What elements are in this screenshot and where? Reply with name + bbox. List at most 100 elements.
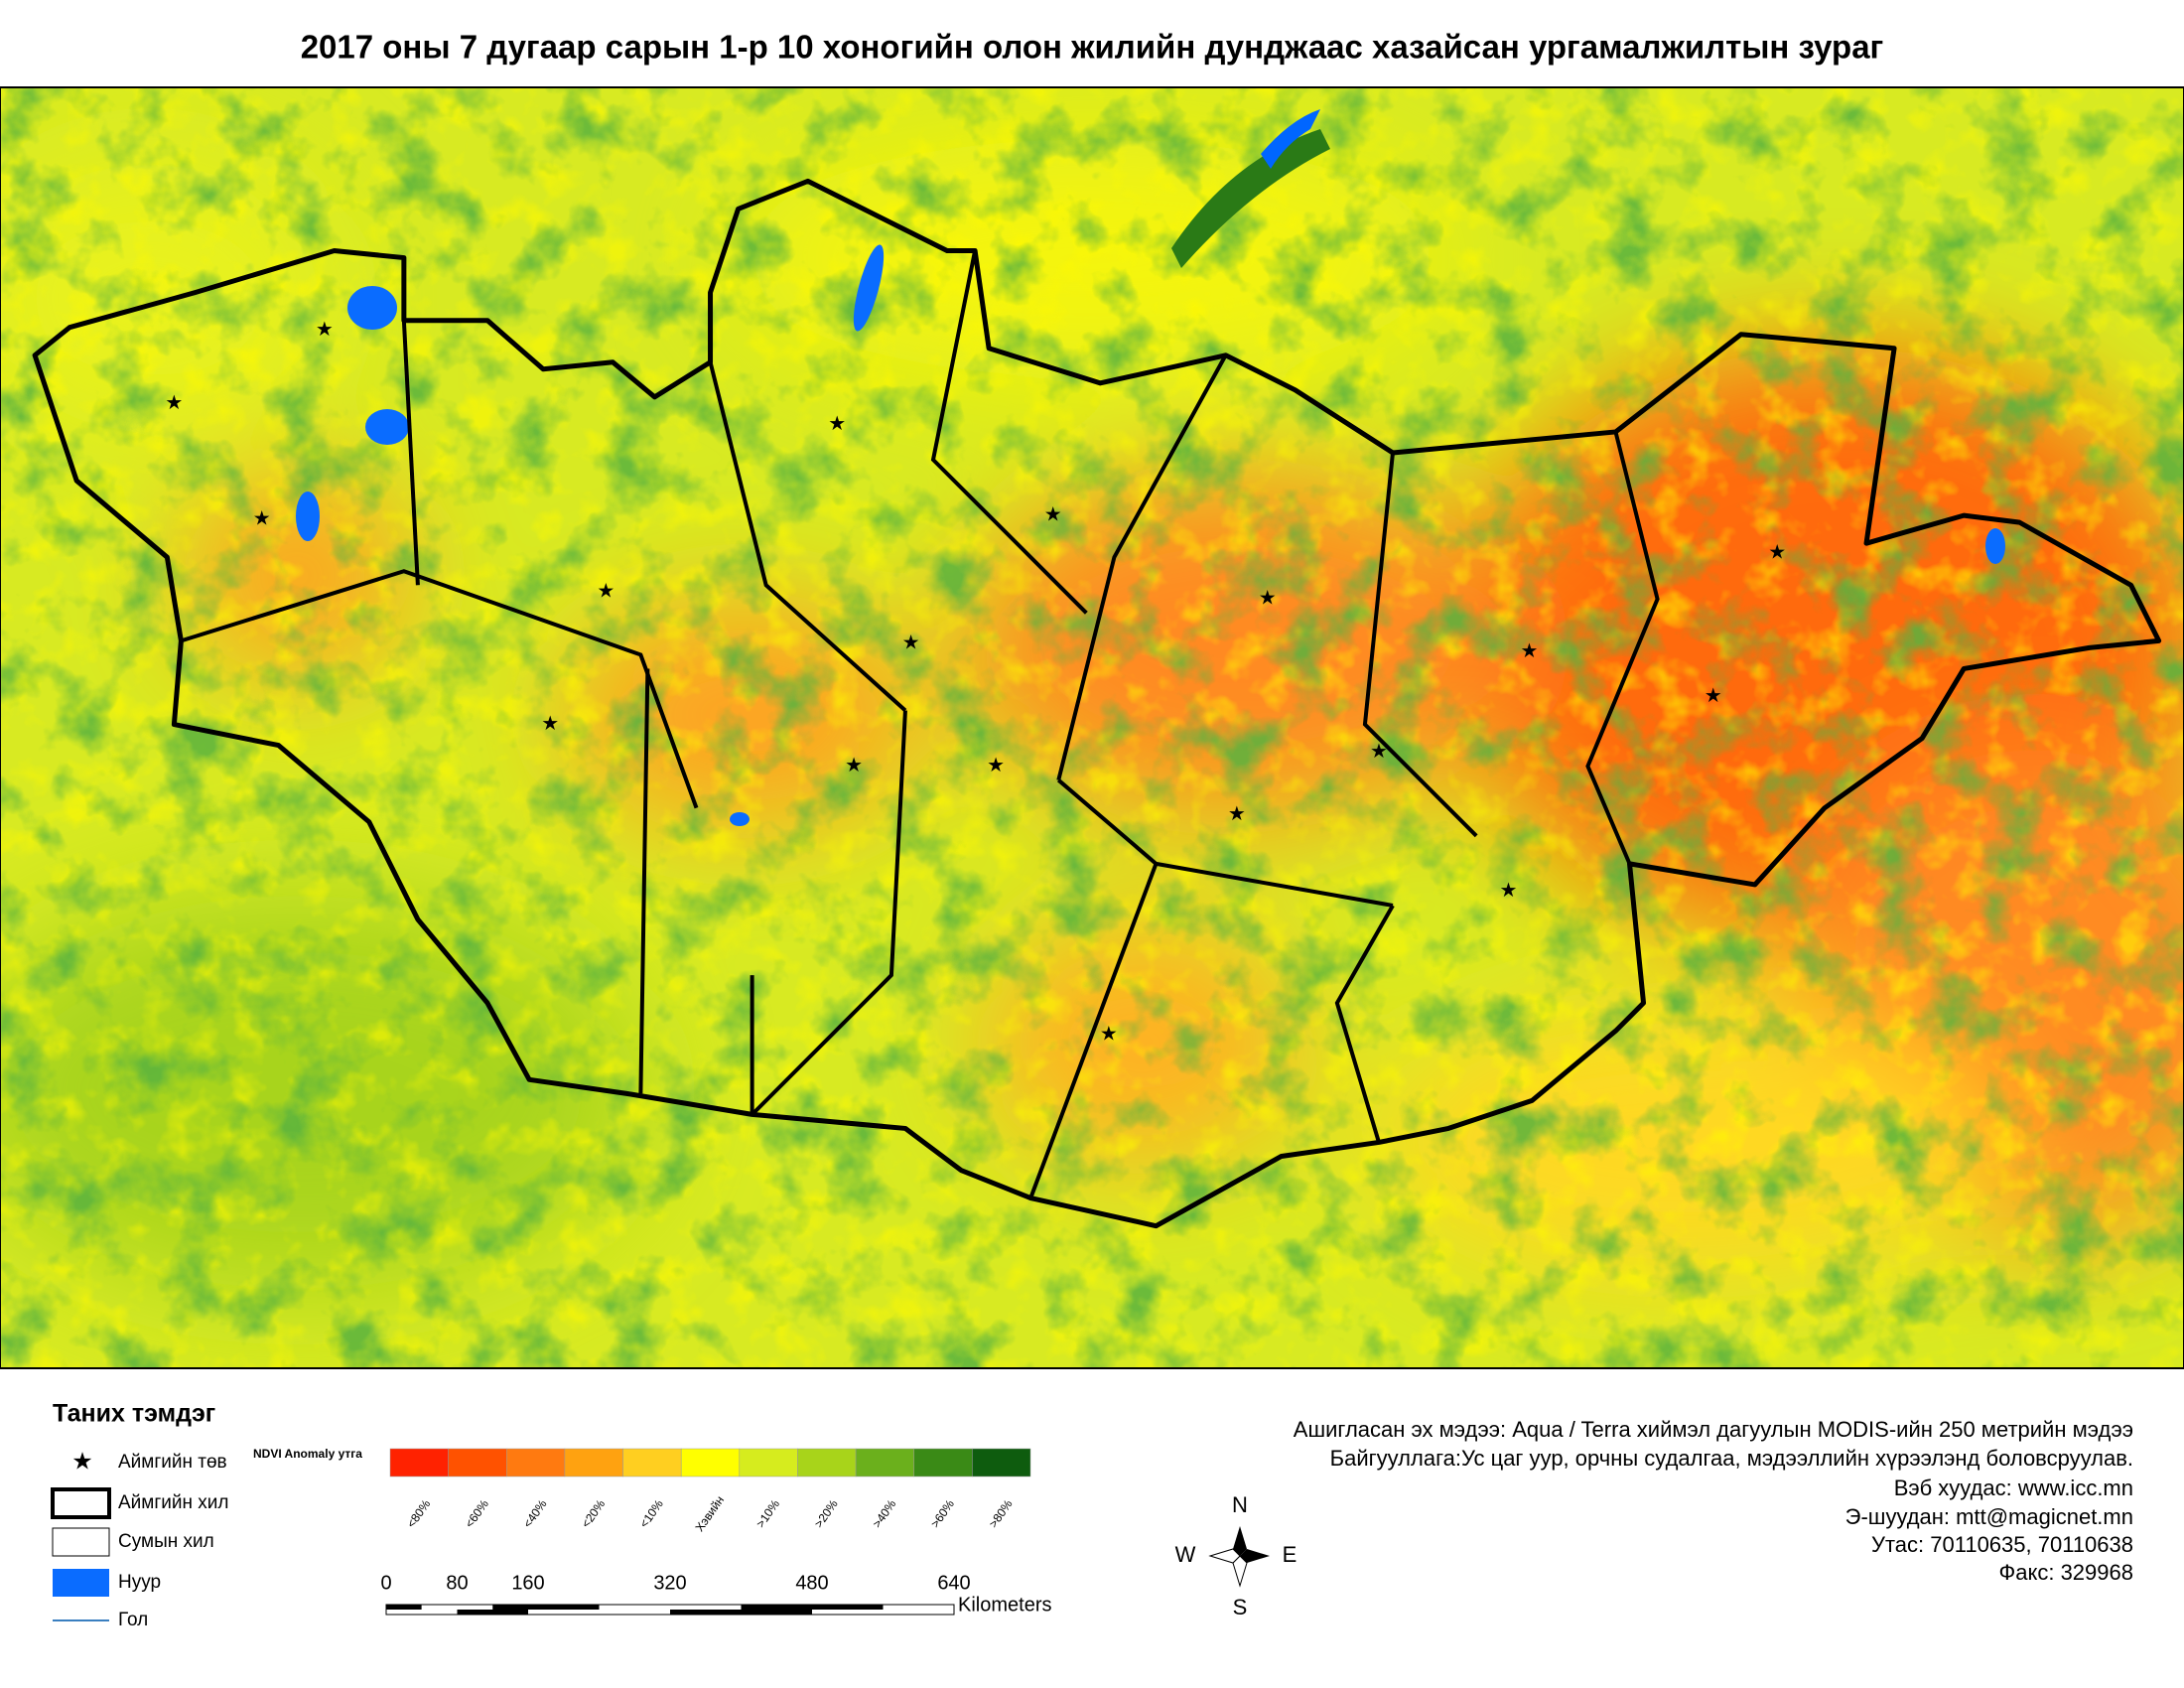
class-label: <60% bbox=[463, 1497, 491, 1531]
scale-label: 320 bbox=[653, 1572, 686, 1594]
compass-n: N bbox=[1232, 1492, 1248, 1517]
scale-unit: Kilometers bbox=[958, 1594, 1051, 1616]
map-frame bbox=[0, 86, 2184, 1369]
legend-label: Гол bbox=[118, 1610, 148, 1630]
province-border bbox=[401, 320, 420, 586]
legend-swatch bbox=[52, 1527, 110, 1557]
province-border bbox=[1056, 353, 1228, 781]
class-swatch bbox=[739, 1448, 798, 1477]
aimag-center: ★ bbox=[1228, 803, 1246, 825]
scale-label: 0 bbox=[380, 1572, 391, 1594]
scale-segment bbox=[670, 1610, 812, 1615]
legend: ★ Аймгийн төв Аймгийн хил Сумын хил Нуур Гол bbox=[51, 1448, 228, 1630]
province-border bbox=[708, 361, 907, 713]
aimag-center: ★ bbox=[902, 632, 920, 653]
scale-segment bbox=[812, 1610, 954, 1615]
info-line: Вэб хуудас: www.icc.mn bbox=[1894, 1476, 2133, 1500]
aimag-center: ★ bbox=[1370, 741, 1388, 763]
aimag-center: ★ bbox=[987, 755, 1005, 776]
class-swatch bbox=[506, 1448, 566, 1477]
legend-label: Нуур bbox=[118, 1572, 161, 1593]
scale-segment bbox=[528, 1610, 670, 1615]
info-line: Ашигласан эх мэдээ: Aqua / Terra хиймэл … bbox=[1294, 1417, 2133, 1442]
info-line: Э-шуудан: mtt@magicnet.mn bbox=[1845, 1504, 2133, 1529]
scale-segment bbox=[421, 1605, 458, 1610]
scale-segment bbox=[883, 1605, 954, 1610]
aimag-center: ★ bbox=[1044, 503, 1062, 525]
border bbox=[32, 178, 2162, 1229]
aimag-center: ★ bbox=[1499, 880, 1517, 902]
class-label: <10% bbox=[637, 1497, 666, 1531]
lake-baikal bbox=[1261, 109, 1320, 169]
compass-s: S bbox=[1233, 1595, 1248, 1619]
compass-e: E bbox=[1283, 1542, 1297, 1567]
scale-segment bbox=[599, 1605, 670, 1610]
class-swatch bbox=[448, 1448, 507, 1477]
class-swatch bbox=[564, 1448, 623, 1477]
compass-w: W bbox=[1175, 1542, 1196, 1567]
info-block: Ашигласан эх мэдээ: Aqua / Terra хиймэл … bbox=[1294, 1417, 2133, 1585]
scale-label: 480 bbox=[795, 1572, 828, 1594]
province-border bbox=[751, 710, 907, 1116]
lake-region bbox=[1171, 129, 1330, 268]
aimag-center: ★ bbox=[1768, 541, 1786, 563]
province-border bbox=[1362, 452, 1478, 838]
class-label: >40% bbox=[870, 1497, 898, 1531]
aimag-center: ★ bbox=[541, 713, 559, 735]
scale-label: 640 bbox=[937, 1572, 970, 1594]
scale-segment bbox=[386, 1610, 458, 1615]
aimag-center: ★ bbox=[1100, 1024, 1118, 1046]
province-border bbox=[1028, 863, 1159, 1199]
info-line: Байгууллага:Ус цаг уур, орчны судалгаа, … bbox=[1330, 1446, 2133, 1471]
legend-label: Сумын хил bbox=[118, 1531, 214, 1552]
info-line: Факс: 329968 bbox=[1999, 1560, 2133, 1585]
aimag-center: ★ bbox=[597, 581, 614, 603]
class-swatch bbox=[972, 1448, 1031, 1477]
class-label: Хэвийн bbox=[692, 1493, 727, 1534]
scale-segment bbox=[457, 1605, 493, 1610]
legend-swatch bbox=[51, 1487, 111, 1519]
class-swatch bbox=[389, 1448, 449, 1477]
map-title: 2017 оны 7 дугаар сарын 1-р 10 хоногийн … bbox=[301, 29, 1884, 66]
country-border: ★ ★ ★ ★ ★ ★ ★ ★ ★ ★ ★ ★ ★ ★ ★ ★ ★ ★ bbox=[32, 178, 2162, 1229]
class-swatch bbox=[855, 1448, 914, 1477]
legend-star: ★ bbox=[71, 1448, 93, 1475]
lakes bbox=[296, 244, 2005, 826]
class-label: >10% bbox=[753, 1497, 782, 1531]
scale-segment bbox=[741, 1605, 812, 1610]
class-swatch bbox=[622, 1448, 682, 1477]
class-swatch bbox=[680, 1448, 741, 1477]
scale-segment bbox=[812, 1605, 884, 1610]
class-swatch bbox=[797, 1448, 857, 1477]
class-label: >80% bbox=[986, 1497, 1015, 1531]
class-label: >60% bbox=[928, 1497, 957, 1531]
aimag-center: ★ bbox=[316, 319, 334, 341]
legend-title: Таних тэмдэг bbox=[53, 1400, 215, 1428]
ndvi-label: NDVI Anomaly утга bbox=[253, 1447, 362, 1461]
legend-label: Аймгийн төв bbox=[118, 1452, 227, 1473]
class-label: <20% bbox=[579, 1497, 608, 1531]
scale-segment bbox=[528, 1605, 600, 1610]
scale-label: 80 bbox=[446, 1572, 468, 1594]
scale-label: 160 bbox=[511, 1572, 544, 1594]
class-label: >20% bbox=[811, 1497, 840, 1531]
aimag-center: ★ bbox=[1705, 685, 1722, 707]
province-border bbox=[1585, 431, 1660, 865]
info-line: Утас: 70110635, 70110638 bbox=[1871, 1532, 2133, 1557]
map: ★ ★ ★ ★ ★ ★ ★ ★ ★ ★ ★ ★ ★ ★ ★ ★ ★ ★ bbox=[0, 87, 2184, 1368]
class-label: <40% bbox=[520, 1497, 549, 1531]
aimag-center: ★ bbox=[253, 508, 271, 530]
aimag-center: ★ bbox=[1521, 640, 1539, 662]
scale-segment bbox=[670, 1605, 742, 1610]
scale-frame bbox=[385, 1604, 955, 1616]
aimag-center: ★ bbox=[845, 755, 863, 776]
legend-label: Аймгийн хил bbox=[118, 1492, 228, 1513]
class-swatch bbox=[913, 1448, 973, 1477]
scale-segment bbox=[492, 1605, 528, 1610]
province-border bbox=[638, 668, 650, 1094]
compass: N S W E bbox=[1175, 1492, 1297, 1619]
class-label: <80% bbox=[404, 1497, 433, 1531]
scale-segment bbox=[386, 1605, 422, 1610]
legend-swatch bbox=[53, 1569, 109, 1597]
